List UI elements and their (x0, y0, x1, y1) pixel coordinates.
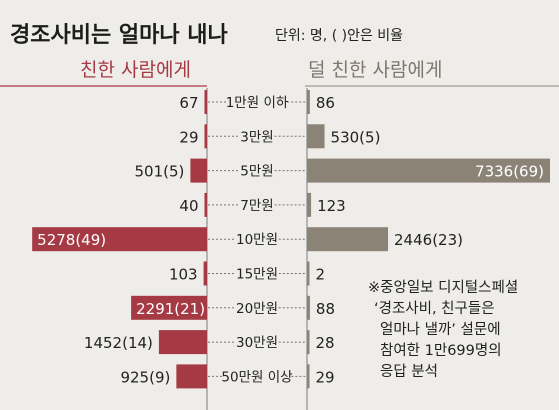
footnote-line-5: 응답 분석 (380, 363, 438, 380)
bars-layer: 67 86 1만원 이하 29 530(5) 3만원 501(5) 7336(69) 5만원 40… (32, 90, 550, 389)
bar-left-3 (204, 192, 207, 217)
bar-left-label-7: 1452(14) (84, 334, 153, 352)
bar-right-label-8: 29 (316, 368, 335, 386)
bar-right-5 (307, 261, 310, 286)
category-label-7: 30만원 (236, 335, 278, 351)
bar-left-label-6: 2291(21) (136, 300, 205, 318)
bar-left-8 (176, 364, 207, 389)
category-label-6: 20만원 (236, 301, 278, 317)
bar-left-label-1: 29 (179, 128, 198, 146)
bar-left-label-8: 925(9) (120, 368, 170, 386)
bar-left-label-5: 103 (169, 266, 198, 284)
category-label-8: 50만원 이상 (221, 369, 292, 385)
bar-right-label-0: 86 (316, 94, 335, 112)
legend-close-friends: 친한 사람에게 (80, 59, 191, 81)
bar-right-label-2: 7336(69) (475, 163, 544, 181)
bar-left-6 (131, 295, 207, 320)
bar-right-label-3: 123 (317, 197, 346, 215)
bar-right-0 (307, 90, 310, 114)
bar-right-1 (307, 124, 325, 149)
footnote: ※중앙일보 디지털스페셜 ‘경조사비, 친구들은 얼마나 낼까’ 설문에 참여한… (368, 279, 518, 380)
footnote-line-4: 참여한 1만699명의 (380, 342, 502, 359)
bar-right-label-5: 2 (316, 266, 326, 284)
category-label-0: 1만원 이하 (226, 95, 289, 111)
chart-title: 경조사비는 얼마나 내나 (10, 23, 228, 48)
bar-right-2 (307, 158, 550, 183)
bar-left-1 (204, 124, 207, 149)
bar-left-2 (190, 158, 207, 183)
category-label-4: 10만원 (236, 232, 278, 248)
bar-right-8 (307, 364, 310, 389)
bar-left-0 (204, 90, 207, 114)
bar-right-6 (307, 295, 310, 320)
category-label-1: 3만원 (240, 129, 273, 145)
bar-left-5 (203, 261, 207, 286)
bar-left-label-3: 40 (179, 197, 198, 215)
category-label-2: 5만원 (240, 164, 273, 180)
bar-left-7 (158, 330, 207, 355)
bar-right-label-4: 2446(23) (394, 231, 463, 249)
bar-right-label-1: 530(5) (331, 128, 381, 146)
bar-left-label-0: 67 (179, 94, 198, 112)
footnote-line-1: ※중앙일보 디지털스페셜 (368, 279, 518, 296)
bar-right-label-7: 28 (316, 334, 335, 352)
bar-right-label-6: 88 (316, 300, 335, 318)
bar-left-label-4: 5278(49) (37, 231, 106, 249)
legend-less-close: 덜 친한 사람에게 (308, 59, 442, 81)
category-label-5: 15만원 (236, 267, 278, 283)
bar-right-4 (307, 227, 389, 252)
bar-left-4 (32, 227, 207, 252)
unit-note: 단위: 명, ( )안은 비율 (275, 28, 403, 44)
footnote-line-2: ‘경조사비, 친구들은 (374, 300, 495, 317)
bar-right-7 (307, 330, 310, 355)
bar-left-label-2: 501(5) (135, 163, 185, 181)
bar-right-3 (307, 192, 312, 217)
category-label-3: 7만원 (240, 198, 273, 214)
footnote-line-3: 얼마나 낼까’ 설문에 (380, 321, 501, 338)
